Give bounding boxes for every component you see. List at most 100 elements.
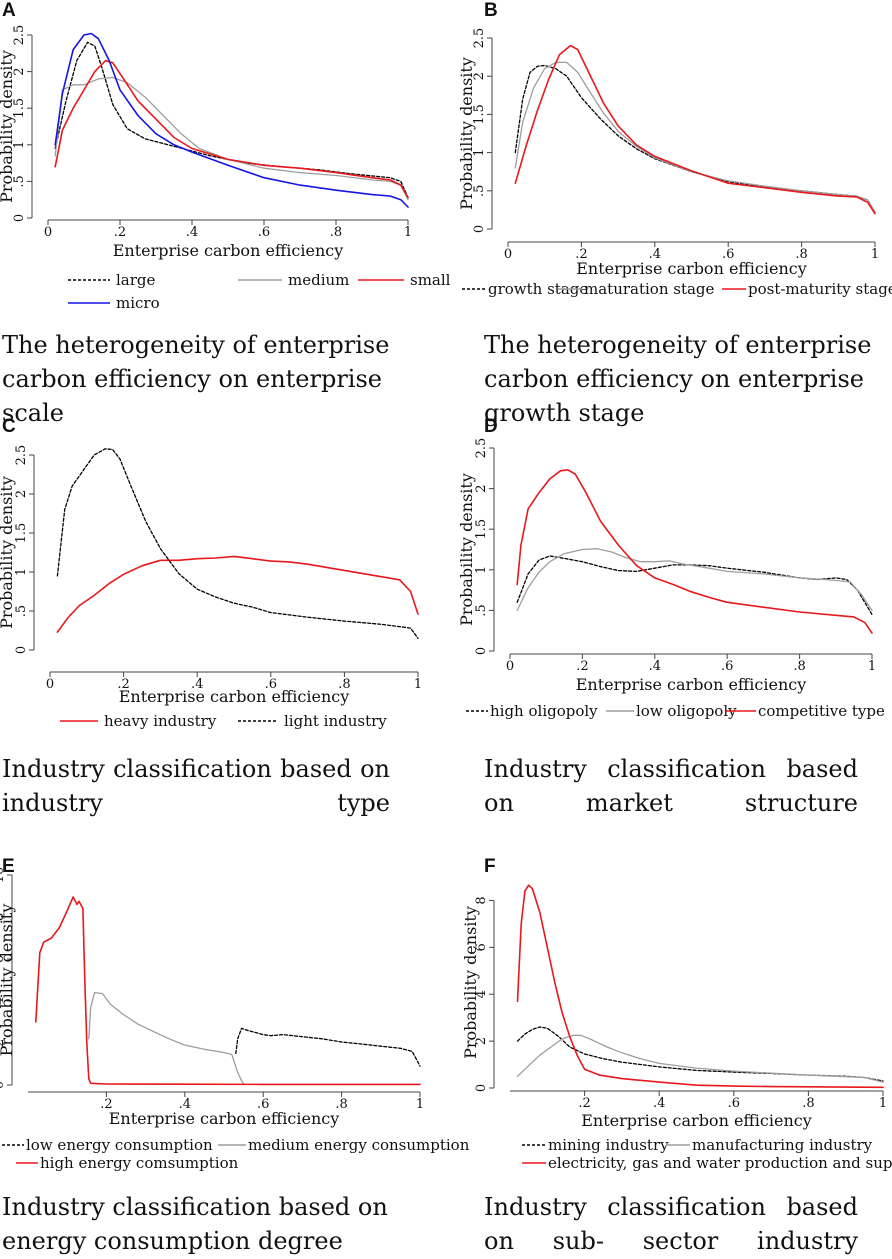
panel-b-y-tick-label: .5 — [472, 185, 487, 197]
panel-c-y-tick-label: 2.5 — [14, 445, 29, 466]
panel-b-label: B — [484, 0, 498, 21]
caption-a: The heterogeneity of enterprise carbon e… — [2, 331, 398, 427]
panel-d-x-axis-title: Enterprise carbon efficiency — [576, 675, 807, 694]
panel-c-legend-label-heavy-industry: heavy industry — [104, 712, 217, 730]
panel-b-x-tick-label: 0 — [504, 247, 512, 262]
panel-c-x-tick-label: 0 — [46, 677, 54, 692]
panel-b-y-tick-label: 1.5 — [472, 104, 487, 125]
panel-a-series-micro — [54, 32, 409, 208]
panel-b-legend-label-growth-stage: growth stage — [488, 280, 588, 298]
panel-e-legend-label-medium-energy-consumption: medium energy consumption — [248, 1136, 470, 1154]
panel-e-x-tick-label: .2 — [100, 1097, 112, 1112]
panel-e-series-low-energy-consumption — [235, 1027, 421, 1067]
panel-d-y-tick-label: 2.5 — [474, 438, 489, 459]
panel-a-legend-label-micro: micro — [116, 294, 160, 312]
panel-a-y-tick-label: .5 — [12, 175, 27, 187]
panel-f-x-tick-label: .4 — [653, 1096, 665, 1111]
panel-a-y-tick-label: 1.5 — [12, 98, 27, 119]
panel-e-x-tick-label: 1 — [416, 1097, 424, 1112]
panel-b-x-tick-label: 1 — [871, 247, 879, 262]
panel-b-x-axis-title: Enterprise carbon efficiency — [576, 259, 807, 278]
panel-d-x-tick-label: .2 — [576, 659, 588, 674]
panel-c-series-light-industry — [56, 448, 419, 639]
panel-e-y-axis-title: Probability density — [0, 904, 16, 1057]
panel-c-y-tick-label: 1.5 — [14, 523, 29, 544]
panel-a-y-tick-label: 2.5 — [12, 25, 27, 46]
panel-f-y-tick-label: 8 — [474, 896, 489, 904]
panel-c-x-tick-label: 1 — [414, 677, 422, 692]
panel-c-y-axis-title: Probability density — [0, 476, 16, 629]
panel-b-y-tick-label: 1 — [472, 148, 487, 156]
panel-f-legend-label-electricity-gas-and-water-production-and-supply: electricity, gas and water production an… — [548, 1154, 892, 1172]
panel-a-x-tick-label: .4 — [186, 225, 198, 240]
panel-e-y-tick-label: 10 — [0, 867, 7, 884]
panel-a-y-tick-label: 2 — [12, 67, 27, 75]
panel-b-x-tick-label: .6 — [722, 247, 734, 262]
panel-d-legend-label-competitive-type: competitive type — [758, 702, 885, 720]
panel-d-y-tick-label: .5 — [474, 604, 489, 616]
panel-d-y-tick-label: 0 — [474, 647, 489, 655]
panel-b-x-tick-label: .8 — [795, 247, 807, 262]
caption-c: Industry classification based on industr… — [2, 755, 398, 817]
panel-b-y-tick-label: 2 — [472, 72, 487, 80]
panel-e-x-tick-label: .4 — [179, 1097, 191, 1112]
panel-a-legend-label-large: large — [116, 271, 156, 289]
panel-d-y-tick-label: 2 — [474, 484, 489, 492]
panel-f-x-tick-label: 1 — [879, 1096, 887, 1111]
panel-d-legend-label-low-oligopoly: low oligopoly — [636, 702, 737, 720]
panel-c-label: C — [2, 416, 16, 437]
panel-a-series-large — [54, 41, 409, 199]
panel-a-x-tick-label: .8 — [330, 225, 342, 240]
panel-d-series-high-oligopoly — [516, 555, 873, 616]
panel-a-series-small — [54, 59, 409, 199]
panel-e-x-tick-label: .6 — [257, 1097, 269, 1112]
panel-d-y-tick-label: 1 — [474, 566, 489, 574]
panel-b-y-axis-title: Probability density — [457, 57, 476, 210]
panel-c-y-tick-label: 0 — [14, 646, 29, 654]
panel-c-x-axis-title: Enterprise carbon efficiency — [119, 687, 350, 706]
panel-f-y-tick-label: 2 — [474, 1037, 489, 1045]
panel-e-x-tick-label: .8 — [335, 1097, 347, 1112]
panel-e-series-medium-energy-consumption — [88, 991, 245, 1085]
panel-c-x-tick-label: .8 — [338, 677, 350, 692]
panel-d-x-tick-label: 0 — [506, 659, 514, 674]
panel-c-x-tick-label: .6 — [265, 677, 277, 692]
panel-f-y-tick-label: 0 — [474, 1084, 489, 1092]
panel-b-series-maturation-stage — [514, 61, 876, 213]
panel-b-series-post-maturity-stage — [514, 44, 876, 215]
panel-c-y-tick-label: 1 — [14, 568, 29, 576]
panel-c-x-tick-label: .4 — [191, 677, 203, 692]
panel-d-legend-label-high-oligopoly: high oligopoly — [490, 702, 598, 720]
panel-a-legend-label-small: small — [410, 271, 451, 289]
panel-a-x-tick-label: 0 — [44, 225, 52, 240]
panel-f-label: F — [484, 856, 496, 877]
panel-c-series-heavy-industry — [56, 555, 419, 633]
panel-e-y-tick-label: 2 — [0, 1039, 7, 1047]
panel-f-y-tick-label: 4 — [474, 990, 489, 998]
panel-a-x-tick-label: .2 — [114, 225, 126, 240]
caption-b: The heterogeneity of enterprise carbon e… — [484, 331, 880, 427]
panel-e-x-axis-title: Enterprise carbon efficiency — [109, 1109, 340, 1128]
panel-a-legend-label-medium: medium — [288, 271, 349, 289]
panel-f-series-manufacturing-industry — [516, 1034, 884, 1083]
panel-b-legend-label-maturation-stage: maturation stage — [584, 280, 715, 298]
panel-f-series-electricity-gas-and-water-production-and-supply — [516, 884, 884, 1089]
panel-a-x-axis-title: Enterprise carbon efficiency — [113, 241, 344, 260]
panel-d-y-tick-label: 1.5 — [474, 519, 489, 540]
panel-c-x-tick-label: .2 — [117, 677, 129, 692]
panel-a-y-tick-label: 0 — [12, 214, 27, 222]
panel-d-x-tick-label: .4 — [649, 659, 661, 674]
panel-e-y-tick-label: 4 — [0, 997, 7, 1005]
panel-f-x-axis-title: Enterprise carbon efficiency — [581, 1111, 812, 1130]
panel-c-y-tick-label: 2 — [14, 490, 29, 498]
panel-c-legend-label-light-industry: light industry — [284, 712, 387, 730]
panel-d-x-tick-label: .8 — [793, 659, 805, 674]
panel-d-series-low-oligopoly — [516, 548, 873, 612]
caption-e: Industry classification based on energy … — [2, 1193, 396, 1255]
panel-d-label: D — [484, 416, 498, 437]
panel-b-series-growth-stage — [514, 64, 876, 213]
panel-b-x-tick-label: .4 — [649, 247, 661, 262]
panel-e-legend-label-high-energy-comsumption: high energy comsumption — [40, 1154, 239, 1172]
panel-f-x-tick-label: .6 — [728, 1096, 740, 1111]
